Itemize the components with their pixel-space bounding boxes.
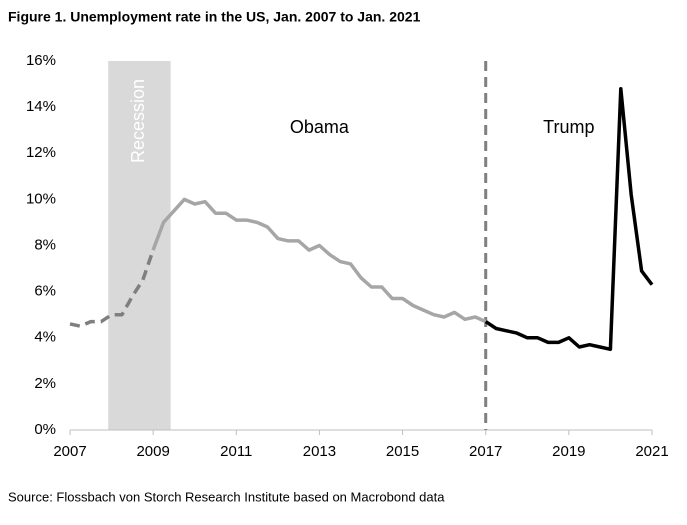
series-label: Obama xyxy=(290,117,350,137)
x-tick-label: 2007 xyxy=(53,443,86,460)
series-line xyxy=(151,197,487,324)
y-tick-label: 12% xyxy=(26,144,56,161)
y-tick-label: 2% xyxy=(34,375,56,392)
x-tick-label: 2009 xyxy=(136,443,169,460)
x-tick-label: 2021 xyxy=(635,443,668,460)
x-tick-label: 2013 xyxy=(303,443,336,460)
x-tick-label: 2011 xyxy=(220,443,252,460)
y-tick-label: 0% xyxy=(34,421,56,438)
chart-title: Figure 1. Unemployment rate in the US, J… xyxy=(8,9,421,25)
recession-span xyxy=(108,61,171,430)
y-tick-label: 6% xyxy=(34,283,56,300)
series-line xyxy=(484,86,654,352)
series-line xyxy=(69,249,155,328)
y-tick-label: 16% xyxy=(26,52,56,69)
source-note: Source: Flossbach von Storch Research In… xyxy=(8,489,445,504)
x-tick-label: 2017 xyxy=(469,443,502,460)
x-tick-label: 2019 xyxy=(552,443,585,460)
y-tick-label: 10% xyxy=(26,190,56,207)
x-tick-label: 2015 xyxy=(386,443,419,460)
y-tick-label: 8% xyxy=(34,236,56,253)
y-tick-label: 14% xyxy=(26,98,56,115)
series-label: Trump xyxy=(543,117,594,137)
span-label: Recession xyxy=(128,79,148,163)
y-tick-label: 4% xyxy=(34,329,56,346)
